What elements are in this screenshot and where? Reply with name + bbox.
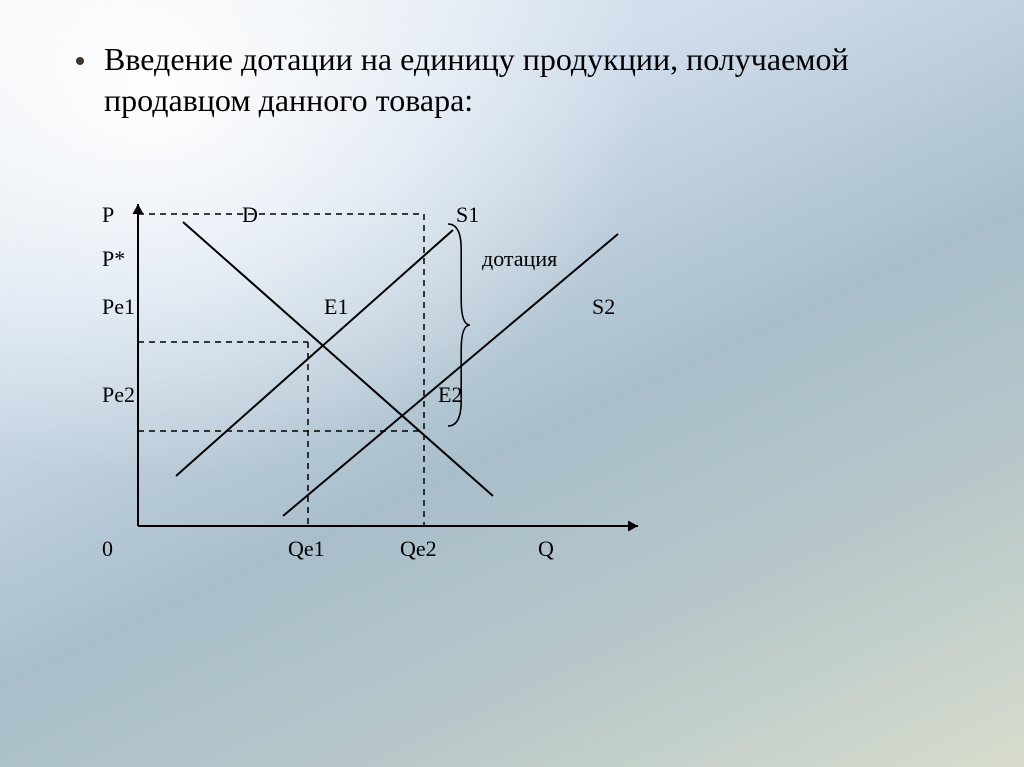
label-p: P <box>102 202 114 228</box>
label-e2: E2 <box>438 382 462 408</box>
label-q: Q <box>538 536 554 562</box>
label-e1: E1 <box>324 294 348 320</box>
label-d: D <box>242 202 258 228</box>
bullet-marker <box>76 57 84 65</box>
label-s1: S1 <box>456 202 479 228</box>
label-origin: 0 <box>102 536 113 562</box>
label-dotation: дотация <box>482 246 557 272</box>
bullet-text: Введение дотации на единицу продукции, п… <box>104 39 916 121</box>
diagram-svg <box>98 196 718 576</box>
label-pe1: Pe1 <box>102 294 135 320</box>
supply-demand-diagram: P D S1 P* дотация Pe1 E1 S2 Pe2 E2 0 Qe1… <box>98 196 718 576</box>
label-s2: S2 <box>592 294 615 320</box>
label-qe1: Qe1 <box>288 536 325 562</box>
label-qe2: Qe2 <box>400 536 437 562</box>
bullet: Введение дотации на единицу продукции, п… <box>76 39 916 121</box>
label-pe2: Pe2 <box>102 382 135 408</box>
label-p-star: P* <box>102 246 125 272</box>
